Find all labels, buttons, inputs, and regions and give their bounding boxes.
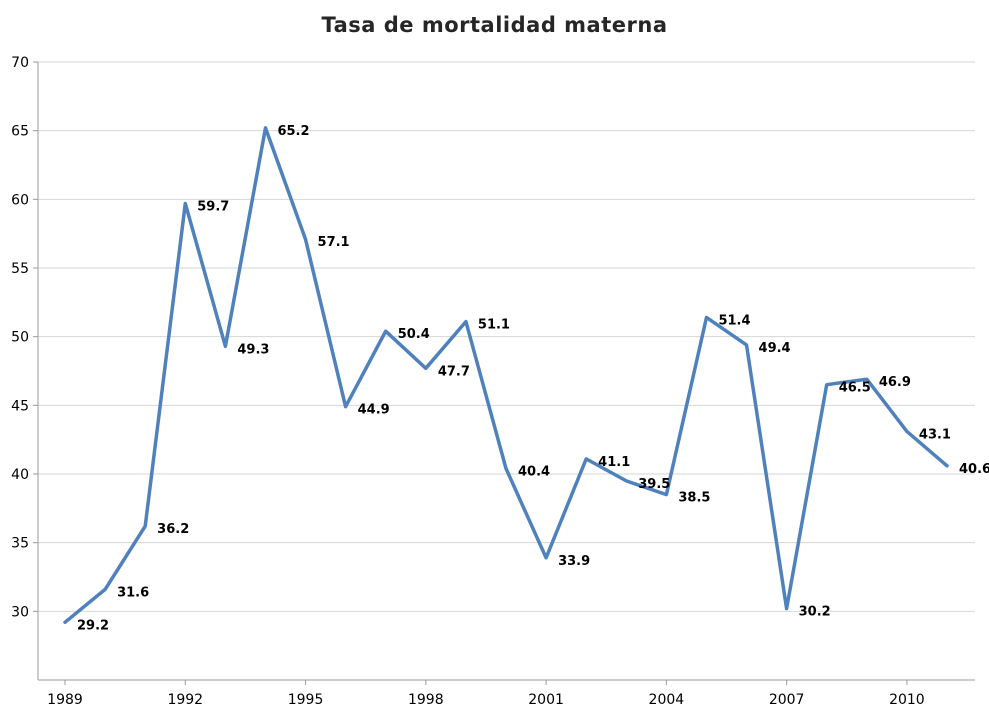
data-point-label: 40.6 <box>959 462 989 477</box>
data-point-label: 50.4 <box>398 327 430 342</box>
data-point-label: 30.2 <box>799 605 831 620</box>
data-point-label: 51.4 <box>718 313 750 328</box>
data-point-label: 39.5 <box>638 477 670 492</box>
data-point-label: 33.9 <box>558 554 590 569</box>
data-point-label: 29.2 <box>77 618 109 633</box>
data-point-label: 59.7 <box>197 199 229 214</box>
y-tick-label: 60 <box>11 192 29 208</box>
data-point-label: 47.7 <box>438 364 470 379</box>
data-point-label: 38.5 <box>678 491 710 506</box>
data-point-label: 41.1 <box>598 455 630 470</box>
data-point-label: 36.2 <box>157 522 189 537</box>
x-tick-label: 2001 <box>528 692 564 708</box>
data-point-label: 31.6 <box>117 585 149 600</box>
y-tick-label: 45 <box>11 398 29 414</box>
y-tick-label: 50 <box>11 330 29 346</box>
x-tick-label: 1989 <box>47 692 83 708</box>
x-tick-label: 2004 <box>649 692 685 708</box>
x-tick-label: 1998 <box>408 692 444 708</box>
line-series <box>63 126 949 625</box>
y-tick-label: 70 <box>11 55 29 71</box>
x-tick-label: 2010 <box>889 692 925 708</box>
data-point-label: 44.9 <box>358 403 390 418</box>
y-tick-label: 65 <box>11 124 29 140</box>
data-point-label: 49.3 <box>237 342 269 357</box>
data-point-label: 43.1 <box>919 427 951 442</box>
y-tick-label: 55 <box>11 261 29 277</box>
data-point-label: 46.5 <box>839 381 871 396</box>
x-tick-label: 1995 <box>288 692 324 708</box>
data-point-label: 51.1 <box>478 318 510 333</box>
chart-title: Tasa de mortalidad materna <box>321 13 668 37</box>
x-tick-label: 1992 <box>167 692 203 708</box>
y-tick-label: 40 <box>11 467 29 483</box>
y-tick-label: 30 <box>11 604 29 620</box>
x-tick-label: 2007 <box>769 692 805 708</box>
data-point-label: 57.1 <box>318 235 350 250</box>
y-tick-label: 35 <box>11 536 29 552</box>
data-point-label: 65.2 <box>277 124 309 139</box>
data-point-label: 40.4 <box>518 465 550 480</box>
data-point-label: 46.9 <box>879 375 911 390</box>
data-point-label: 49.4 <box>759 341 791 356</box>
